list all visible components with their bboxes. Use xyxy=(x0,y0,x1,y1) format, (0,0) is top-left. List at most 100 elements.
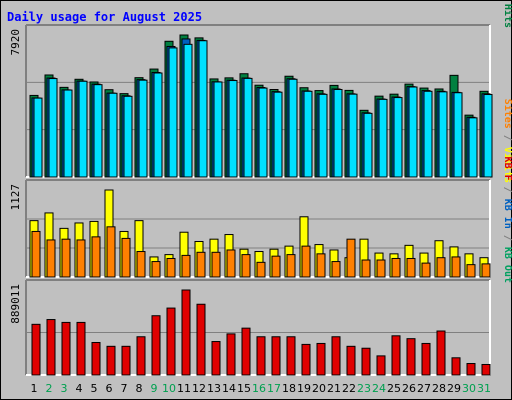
bar-pages-day-24 xyxy=(378,98,388,178)
bar-pages-day-5 xyxy=(93,84,103,178)
x-axis-labels: 1 2 3 4 5 6 7 8 9 10 11 12 13 14 15 16 17 18 19 20 21 22 23 24 2… xyxy=(31,382,492,395)
bar-pages-day-1 xyxy=(33,97,43,178)
x-tick-label: 9 xyxy=(151,382,158,395)
bar-sites-day-28 xyxy=(436,257,446,278)
bar-kb-f-day-10 xyxy=(166,307,176,376)
bar-kb-f-day-31 xyxy=(481,363,491,376)
bar-kb-f-day-19 xyxy=(301,343,311,376)
series-label-part: KB In xyxy=(502,199,512,229)
bar-sites-day-30 xyxy=(466,264,476,278)
bar-sites-day-29 xyxy=(451,256,461,278)
x-tick-label: 21 xyxy=(327,382,341,395)
bar-sites-day-15 xyxy=(241,254,251,278)
x-tick-label: 1 xyxy=(31,382,38,395)
bar-kb-f-day-20 xyxy=(316,342,326,376)
bar-pages-day-15 xyxy=(243,77,253,178)
bar-sites-day-18 xyxy=(286,254,296,278)
panel-max-label: 1127 xyxy=(9,184,22,211)
panel-max-label: 7920 xyxy=(9,29,22,56)
x-tick-label: 19 xyxy=(297,382,311,395)
panel-series-label: KB F / KB In / KB Out xyxy=(502,157,512,283)
x-tick-label: 2 xyxy=(46,382,53,395)
bar-sites-day-21 xyxy=(331,261,341,278)
bar-pages-day-16 xyxy=(258,87,268,178)
bar-pages-day-10 xyxy=(168,47,178,178)
bar-sites-day-22 xyxy=(346,238,356,278)
x-tick-label: 23 xyxy=(357,382,371,395)
bar-sites-day-13 xyxy=(211,251,221,278)
bar-pages-day-6 xyxy=(108,92,118,178)
panel-series-label: Sites / Visits xyxy=(502,99,512,183)
series-label-part: / xyxy=(502,129,512,147)
x-tick-label: 13 xyxy=(207,382,221,395)
x-tick-label: 7 xyxy=(121,382,128,395)
panel-series-label: Pages / Files / Hits xyxy=(502,0,512,28)
bar-pages-day-27 xyxy=(423,90,433,178)
bar-kb-f-day-13 xyxy=(211,341,221,376)
bar-kb-f-day-2 xyxy=(46,319,56,376)
bar-sites-day-17 xyxy=(271,255,281,278)
bar-pages-day-11 xyxy=(183,43,193,178)
bar-sites-day-24 xyxy=(376,259,386,278)
series-label-part: Hits xyxy=(502,4,512,28)
bar-kb-f-day-18 xyxy=(286,336,296,376)
bar-sites-day-20 xyxy=(316,253,326,278)
series-label-part: / xyxy=(502,181,512,199)
bar-kb-f-day-4 xyxy=(76,321,86,376)
x-tick-label: 12 xyxy=(192,382,206,395)
bar-sites-day-6 xyxy=(106,226,116,278)
bar-pages-day-22 xyxy=(348,93,358,178)
bar-kb-f-day-15 xyxy=(241,327,251,376)
bar-pages-day-14 xyxy=(228,80,238,178)
bar-sites-day-8 xyxy=(136,251,146,278)
x-tick-label: 15 xyxy=(237,382,251,395)
x-tick-label: 28 xyxy=(432,382,446,395)
bar-kb-f-day-9 xyxy=(151,315,161,376)
bar-kb-f-day-1 xyxy=(31,323,41,376)
bar-kb-f-day-3 xyxy=(61,321,71,376)
x-tick-label: 6 xyxy=(106,382,113,395)
panel-hits-files-pages: 7920 Pages / Files / Hits xyxy=(9,0,512,178)
x-tick-label: 22 xyxy=(342,382,356,395)
x-tick-label: 29 xyxy=(447,382,461,395)
bar-sites-day-23 xyxy=(361,259,371,278)
bar-pages-day-20 xyxy=(318,93,328,178)
bar-pages-day-3 xyxy=(63,89,73,178)
bar-pages-day-28 xyxy=(438,91,448,178)
chart-title: Daily usage for August 2025 xyxy=(7,10,202,24)
bar-pages-day-4 xyxy=(78,80,88,178)
bar-pages-day-29 xyxy=(453,92,463,178)
bar-sites-day-2 xyxy=(46,239,56,278)
series-label-part: / xyxy=(502,229,512,247)
x-tick-label: 25 xyxy=(387,382,401,395)
bar-sites-day-9 xyxy=(151,261,161,278)
x-tick-label: 4 xyxy=(76,382,83,395)
x-tick-label: 16 xyxy=(252,382,266,395)
x-tick-label: 27 xyxy=(417,382,431,395)
bar-kb-f-day-11 xyxy=(181,289,191,376)
bar-sites-day-1 xyxy=(31,230,41,278)
x-tick-label: 17 xyxy=(267,382,281,395)
bar-sites-day-5 xyxy=(91,236,101,278)
bar-kb-f-day-17 xyxy=(271,336,281,376)
x-tick-label: 5 xyxy=(91,382,98,395)
bar-pages-day-31 xyxy=(483,94,493,178)
bar-pages-day-21 xyxy=(333,89,343,178)
bar-kb-f-day-22 xyxy=(346,345,356,376)
bar-pages-day-19 xyxy=(303,90,313,178)
bar-sites-day-27 xyxy=(421,262,431,278)
bar-sites-day-16 xyxy=(256,261,266,278)
x-tick-label: 24 xyxy=(372,382,386,395)
x-tick-label: 3 xyxy=(61,382,68,395)
x-tick-label: 8 xyxy=(136,382,143,395)
bar-sites-day-4 xyxy=(76,239,86,278)
bar-kb-f-day-25 xyxy=(391,335,401,376)
bar-sites-day-31 xyxy=(481,263,491,278)
x-tick-label: 31 xyxy=(477,382,491,395)
series-label-part: Visits xyxy=(502,147,512,183)
x-tick-label: 11 xyxy=(177,382,191,395)
bar-kb-f-day-5 xyxy=(91,341,101,376)
x-tick-label: 18 xyxy=(282,382,296,395)
bar-pages-day-13 xyxy=(213,81,223,178)
bar-sites-day-26 xyxy=(406,257,416,278)
